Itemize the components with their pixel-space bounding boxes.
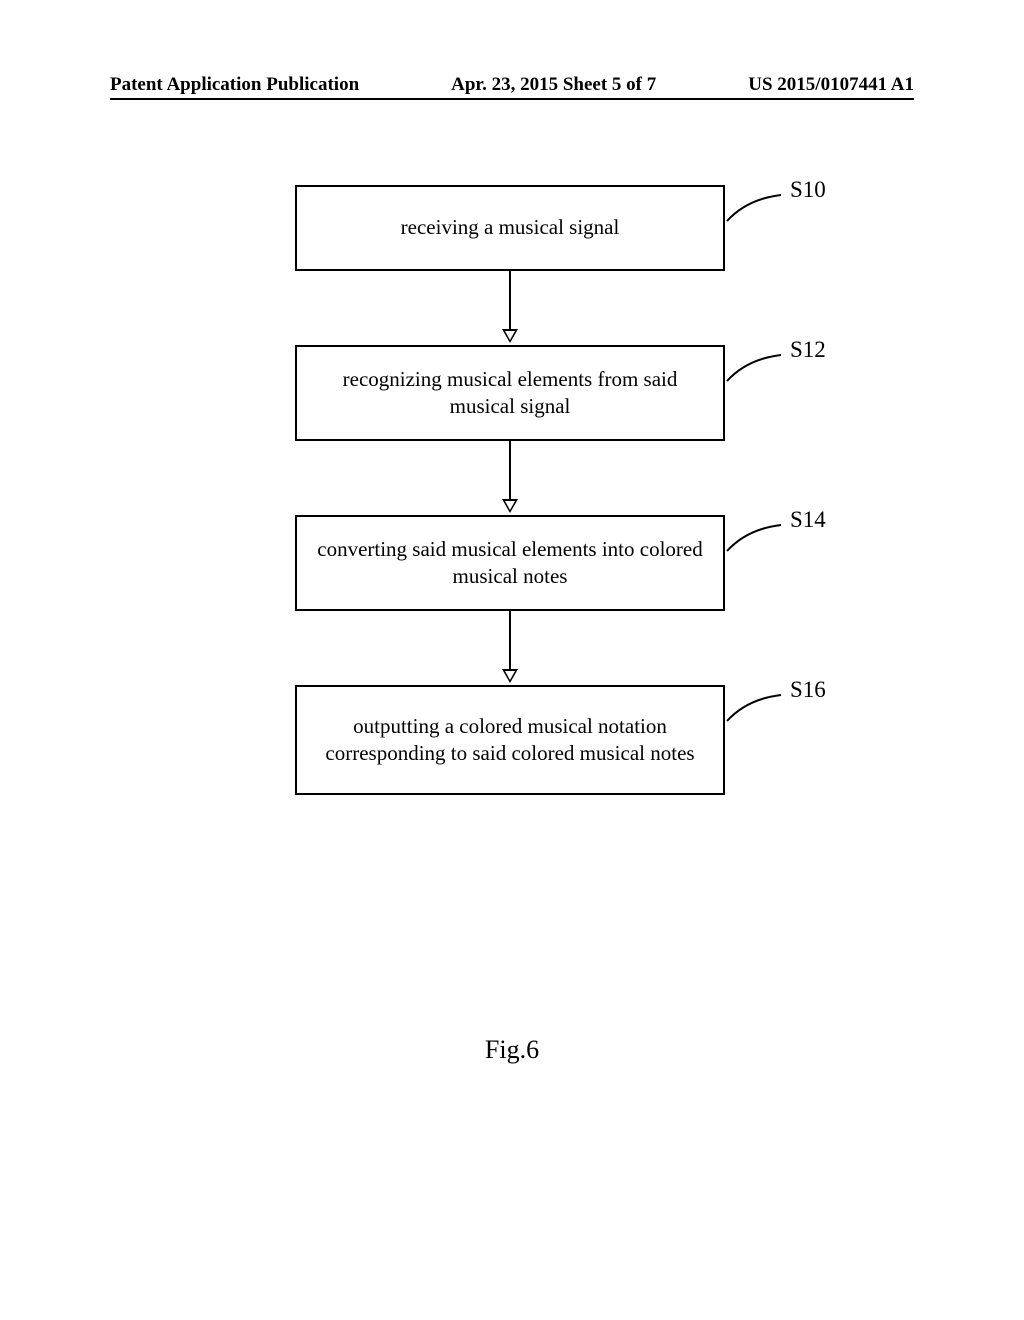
flow-arrow-3 [230,611,790,685]
flow-arrow-1 [230,271,790,345]
page: Patent Application Publication Apr. 23, … [0,0,1024,1320]
flowchart: receiving a musical signal S10 recognizi… [230,185,790,795]
callout-s16 [725,691,785,725]
step-label-s14: S14 [790,507,826,533]
flow-box-text: recognizing musical elements from said m… [317,366,703,421]
flow-box-text: outputting a colored musical notation co… [317,713,703,768]
arrow-line [509,441,511,501]
flow-box-s14: converting said musical elements into co… [295,515,725,611]
step-label-s10: S10 [790,177,826,203]
figure-caption: Fig.6 [0,1035,1024,1065]
arrow-head-inner [505,501,515,510]
flow-box-text: receiving a musical signal [401,214,620,241]
arrow-line [509,611,511,671]
flow-arrow-2 [230,441,790,515]
flow-box-s12: recognizing musical elements from said m… [295,345,725,441]
header-rule [110,98,914,100]
callout-s14 [725,521,785,555]
header-right: US 2015/0107441 A1 [748,74,914,96]
flow-box-s16: outputting a colored musical notation co… [295,685,725,795]
step-label-s16: S16 [790,677,826,703]
arrow-line [509,271,511,331]
header-left: Patent Application Publication [110,74,359,96]
arrow-head-inner [505,331,515,340]
page-header: Patent Application Publication Apr. 23, … [0,74,1024,96]
step-label-s12: S12 [790,337,826,363]
flow-box-s10: receiving a musical signal [295,185,725,271]
arrow-head-inner [505,671,515,680]
flow-box-text: converting said musical elements into co… [317,536,703,591]
callout-s12 [725,351,785,385]
callout-s10 [725,191,785,225]
header-center: Apr. 23, 2015 Sheet 5 of 7 [451,74,656,96]
